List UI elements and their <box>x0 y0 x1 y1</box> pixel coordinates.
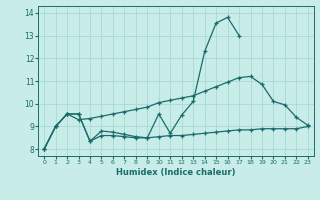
X-axis label: Humidex (Indice chaleur): Humidex (Indice chaleur) <box>116 168 236 177</box>
